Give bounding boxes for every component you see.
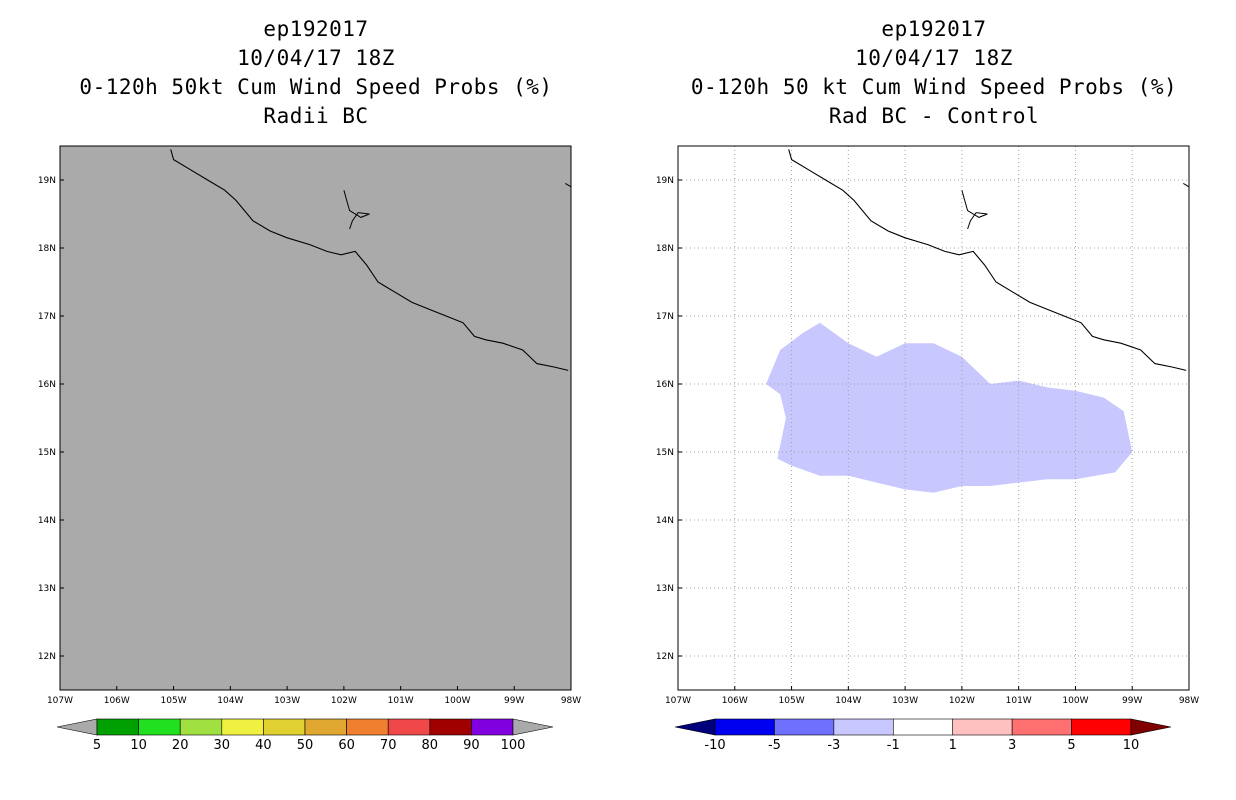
right-xtick-label: 98W xyxy=(1179,696,1199,706)
right-xtick-label: 101W xyxy=(1006,696,1032,706)
left-colorbar-swatch xyxy=(304,718,347,736)
left-ytick-label: 16N xyxy=(38,380,56,390)
right-xtick-label: 104W xyxy=(835,696,861,706)
left-xtick-label: 99W xyxy=(504,696,524,706)
left-xtick-label: 107W xyxy=(47,696,73,706)
left-colorbar-label: 70 xyxy=(380,738,397,753)
right-ytick-label: 19N xyxy=(656,176,674,186)
left-subtitle: Radii BC xyxy=(263,104,369,128)
left-xtick-label: 98W xyxy=(561,696,581,706)
left-colorbar-label: 100 xyxy=(501,738,526,753)
right-shaded-region xyxy=(766,322,1133,493)
right-xtick-label: 106W xyxy=(722,696,748,706)
right-colorbar-swatch xyxy=(714,718,775,736)
left-colorbar-swatch xyxy=(221,718,264,736)
right-colorbar-label: 10 xyxy=(1123,738,1140,753)
right-colorbar-low-arrow xyxy=(674,718,716,736)
left-ytick-label: 18N xyxy=(38,244,56,254)
right-colorbar-label: -3 xyxy=(827,738,840,753)
left-field-fill xyxy=(60,146,571,690)
left-colorbar-swatch xyxy=(138,718,181,736)
left-colorbar-swatch xyxy=(387,718,431,736)
right-storm-id: ep192017 xyxy=(881,17,987,41)
left-ytick-label: 12N xyxy=(38,652,56,662)
left-coastline xyxy=(170,149,569,371)
right-colorbar-label: 1 xyxy=(949,738,957,753)
right-colorbar-label: -5 xyxy=(768,738,781,753)
right-colorbar-swatch xyxy=(1071,718,1132,736)
right-xtick-label: 107W xyxy=(665,696,691,706)
right-datetime: 10/04/17 18Z xyxy=(855,46,1013,70)
right-plot-frame xyxy=(677,145,1190,691)
left-product: 0-120h 50kt Cum Wind Speed Probs (%) xyxy=(79,75,553,99)
left-xtick-label: 105W xyxy=(161,696,187,706)
right-ytick-label: 14N xyxy=(656,516,674,526)
right-colorbar-swatch xyxy=(892,718,954,736)
left-map: 107W 106W 105W 104W 103W 102W 101W 100W 99W 98W 19… xyxy=(38,145,581,706)
right-product: 0-120h 50 kt Cum Wind Speed Probs (%) xyxy=(690,75,1178,99)
left-datetime: 10/04/17 18Z xyxy=(237,46,395,70)
left-colorbar-label: 80 xyxy=(422,738,439,753)
right-colorbar-swatch xyxy=(774,718,835,736)
left-colorbar-high-arrow xyxy=(512,718,554,736)
right-ytick-label: 13N xyxy=(656,584,674,594)
right-coastline xyxy=(788,149,1187,371)
right-panel-title: ep192017 10/04/17 18Z 0-120h 50 kt Cum W… xyxy=(674,15,1194,131)
right-colorbar-label: -10 xyxy=(704,738,725,753)
right-colorbar-label: 3 xyxy=(1008,738,1016,753)
left-colorbar-label: 30 xyxy=(214,738,231,753)
left-panel-title: ep192017 10/04/17 18Z 0-120h 50kt Cum Wi… xyxy=(56,15,576,131)
right-ytick-label: 17N xyxy=(656,312,674,322)
left-colorbar: 5 10 20 30 40 50 60 70 80 90 100 xyxy=(56,718,554,753)
right-xtick-label: 99W xyxy=(1122,696,1142,706)
left-xtick-label: 101W xyxy=(388,696,414,706)
right-colorbar-swatch xyxy=(833,718,894,736)
right-colorbar-swatch xyxy=(952,718,1013,736)
right-ytick-label: 18N xyxy=(656,244,674,254)
right-xtick-label: 105W xyxy=(779,696,805,706)
right-colorbar: -10 -5 -3 -1 1 3 5 10 xyxy=(674,718,1172,753)
right-xtick-label: 102W xyxy=(949,696,975,706)
right-colorbar-label: -1 xyxy=(887,738,900,753)
left-ytick-label: 15N xyxy=(38,448,56,458)
right-ytick-label: 16N xyxy=(656,380,674,390)
left-colorbar-label: 60 xyxy=(338,738,355,753)
left-colorbar-label: 90 xyxy=(463,738,480,753)
left-colorbar-label: 50 xyxy=(297,738,314,753)
left-ytick-label: 19N xyxy=(38,176,56,186)
left-colorbar-swatch xyxy=(471,718,514,736)
right-ytick-label: 12N xyxy=(656,652,674,662)
left-plot-frame xyxy=(59,145,572,691)
right-xtick-label: 100W xyxy=(1062,696,1088,706)
left-xtick-label: 104W xyxy=(217,696,243,706)
right-map: 107W 106W 105W 104W 103W 102W 101W 100W 99W 98W 19… xyxy=(656,145,1199,706)
left-colorbar-label: 40 xyxy=(255,738,272,753)
right-lake-outline xyxy=(961,190,988,230)
left-xtick-label: 103W xyxy=(274,696,300,706)
left-colorbar-swatch xyxy=(263,718,306,736)
left-colorbar-swatch xyxy=(96,718,139,736)
left-lake-outline xyxy=(343,190,370,230)
left-colorbar-label: 20 xyxy=(172,738,189,753)
left-xtick-label: 106W xyxy=(104,696,130,706)
right-subtitle: Rad BC - Control xyxy=(828,104,1040,128)
right-colorbar-label: 5 xyxy=(1067,738,1075,753)
right-colorbar-high-arrow xyxy=(1130,718,1172,736)
left-xtick-label: 100W xyxy=(444,696,470,706)
left-ytick-label: 13N xyxy=(38,584,56,594)
left-colorbar-swatch xyxy=(179,718,223,736)
left-colorbar-swatch xyxy=(429,718,472,736)
left-colorbar-label: 5 xyxy=(93,738,101,753)
right-xtick-label: 103W xyxy=(892,696,918,706)
left-storm-id: ep192017 xyxy=(263,17,369,41)
right-colorbar-swatch xyxy=(1011,718,1072,736)
left-colorbar-swatch xyxy=(346,718,389,736)
right-ytick-label: 15N xyxy=(656,448,674,458)
left-ytick-label: 17N xyxy=(38,312,56,322)
left-xtick-label: 102W xyxy=(331,696,357,706)
left-ytick-label: 14N xyxy=(38,516,56,526)
left-colorbar-low-arrow xyxy=(56,718,98,736)
left-colorbar-label: 10 xyxy=(130,738,147,753)
